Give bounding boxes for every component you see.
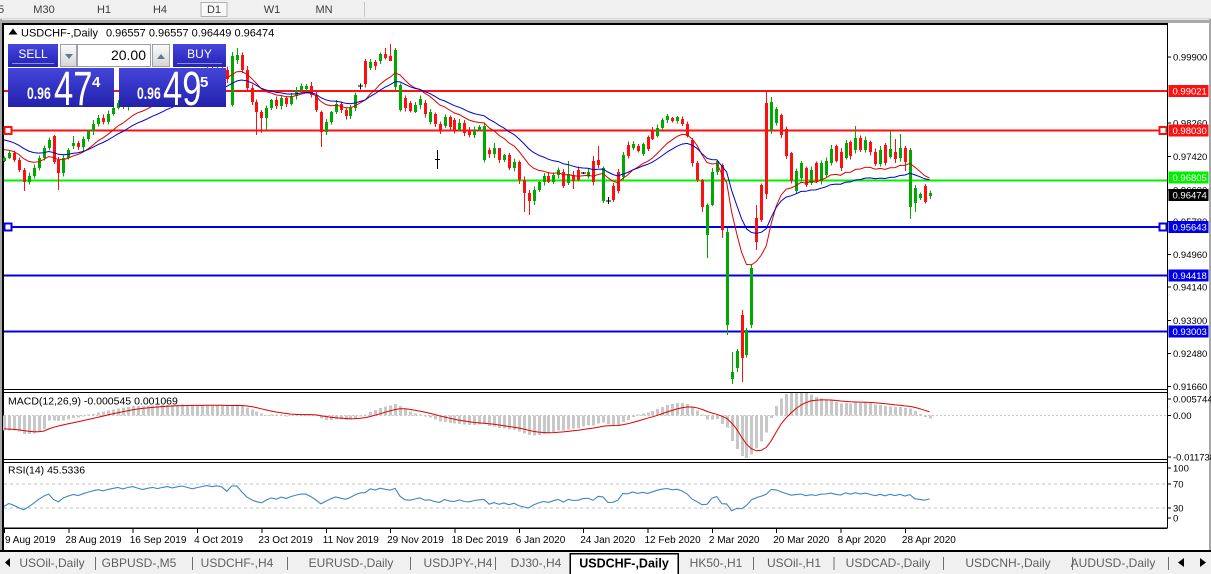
svg-text:0.93003: 0.93003 (1173, 327, 1207, 338)
svg-text:0: 0 (1173, 514, 1178, 525)
svg-text:2 Mar 2020: 2 Mar 2020 (709, 535, 760, 546)
svg-text:USDCHF-,Daily: USDCHF-,Daily (579, 557, 669, 571)
svg-text:0.94140: 0.94140 (1173, 283, 1207, 294)
svg-text:DJ30-,H4: DJ30-,H4 (511, 556, 562, 570)
svg-text:MN: MN (315, 4, 332, 16)
svg-text:MACD(12,26,9) -0.000545 0.0010: MACD(12,26,9) -0.000545 0.001069 (8, 396, 178, 408)
svg-text:W1: W1 (264, 4, 281, 16)
svg-text:USDCHF-,H4: USDCHF-,H4 (201, 556, 274, 570)
svg-text:30: 30 (1173, 504, 1184, 515)
svg-text:0.96805: 0.96805 (1173, 173, 1207, 184)
svg-text:12 Feb 2020: 12 Feb 2020 (645, 535, 702, 546)
svg-text:0.94418: 0.94418 (1173, 271, 1207, 282)
svg-text:EURUSD-,Daily: EURUSD-,Daily (309, 556, 394, 570)
svg-text:0.00: 0.00 (1173, 411, 1192, 422)
svg-text:D1: D1 (207, 4, 221, 16)
svg-text:4 Oct 2019: 4 Oct 2019 (194, 535, 243, 546)
svg-text:28 Apr 2020: 28 Apr 2020 (902, 535, 956, 546)
svg-text:20 Mar 2020: 20 Mar 2020 (773, 535, 830, 546)
svg-text:0.93300: 0.93300 (1173, 316, 1207, 327)
svg-text:0.99900: 0.99900 (1173, 53, 1207, 64)
svg-text:AUDUSD-,Daily: AUDUSD-,Daily (1071, 556, 1156, 570)
svg-text:-0.011738: -0.011738 (1173, 453, 1211, 464)
svg-text:0.96474: 0.96474 (1173, 191, 1207, 202)
svg-text:23 Oct 2019: 23 Oct 2019 (258, 535, 313, 546)
svg-text:100: 100 (1173, 464, 1189, 475)
svg-text:0.94960: 0.94960 (1173, 250, 1207, 261)
svg-text:0.99021: 0.99021 (1173, 87, 1207, 98)
svg-text:70: 70 (1173, 480, 1184, 491)
svg-text:M30: M30 (33, 4, 54, 16)
svg-text:8 Apr 2020: 8 Apr 2020 (838, 535, 887, 546)
svg-text:0.98030: 0.98030 (1173, 126, 1207, 137)
svg-text:USDCAD-,Daily: USDCAD-,Daily (846, 556, 931, 570)
svg-text:18 Dec 2019: 18 Dec 2019 (452, 535, 509, 546)
svg-text:5: 5 (0, 4, 4, 16)
svg-text:USDJPY-,H4: USDJPY-,H4 (424, 556, 493, 570)
svg-text:11 Nov 2019: 11 Nov 2019 (323, 535, 379, 546)
svg-text:28 Aug 2019: 28 Aug 2019 (65, 535, 122, 546)
svg-text:RSI(14) 45.5336: RSI(14) 45.5336 (8, 465, 85, 477)
svg-text:0.96557 0.96557 0.96449 0.9647: 0.96557 0.96557 0.96449 0.96474 (106, 28, 274, 40)
svg-text:USOil-,Daily: USOil-,Daily (19, 556, 84, 570)
svg-text:0.98260: 0.98260 (1173, 119, 1207, 130)
svg-text:6 Jan 2020: 6 Jan 2020 (516, 535, 566, 546)
svg-text:0.005744: 0.005744 (1173, 395, 1211, 406)
svg-text:USDCNH-,Daily: USDCNH-,Daily (965, 556, 1050, 570)
svg-text:29 Nov 2019: 29 Nov 2019 (387, 535, 444, 546)
svg-text:USDCHF-,Daily: USDCHF-,Daily (21, 28, 99, 40)
svg-text:16 Sep 2019: 16 Sep 2019 (130, 535, 187, 546)
svg-text:0.97420: 0.97420 (1173, 152, 1207, 163)
svg-text:0.92480: 0.92480 (1173, 349, 1207, 360)
svg-text:9 Aug 2019: 9 Aug 2019 (5, 535, 56, 546)
svg-text:USOil-,H1: USOil-,H1 (767, 556, 821, 570)
svg-text:24 Jan 2020: 24 Jan 2020 (580, 535, 635, 546)
svg-text:0.91660: 0.91660 (1173, 382, 1207, 393)
svg-text:0.95643: 0.95643 (1173, 223, 1207, 234)
svg-text:H1: H1 (97, 4, 111, 16)
svg-text:GBPUSD-,M5: GBPUSD-,M5 (102, 556, 177, 570)
svg-text:HK50-,H1: HK50-,H1 (690, 556, 743, 570)
svg-text:H4: H4 (153, 4, 167, 16)
